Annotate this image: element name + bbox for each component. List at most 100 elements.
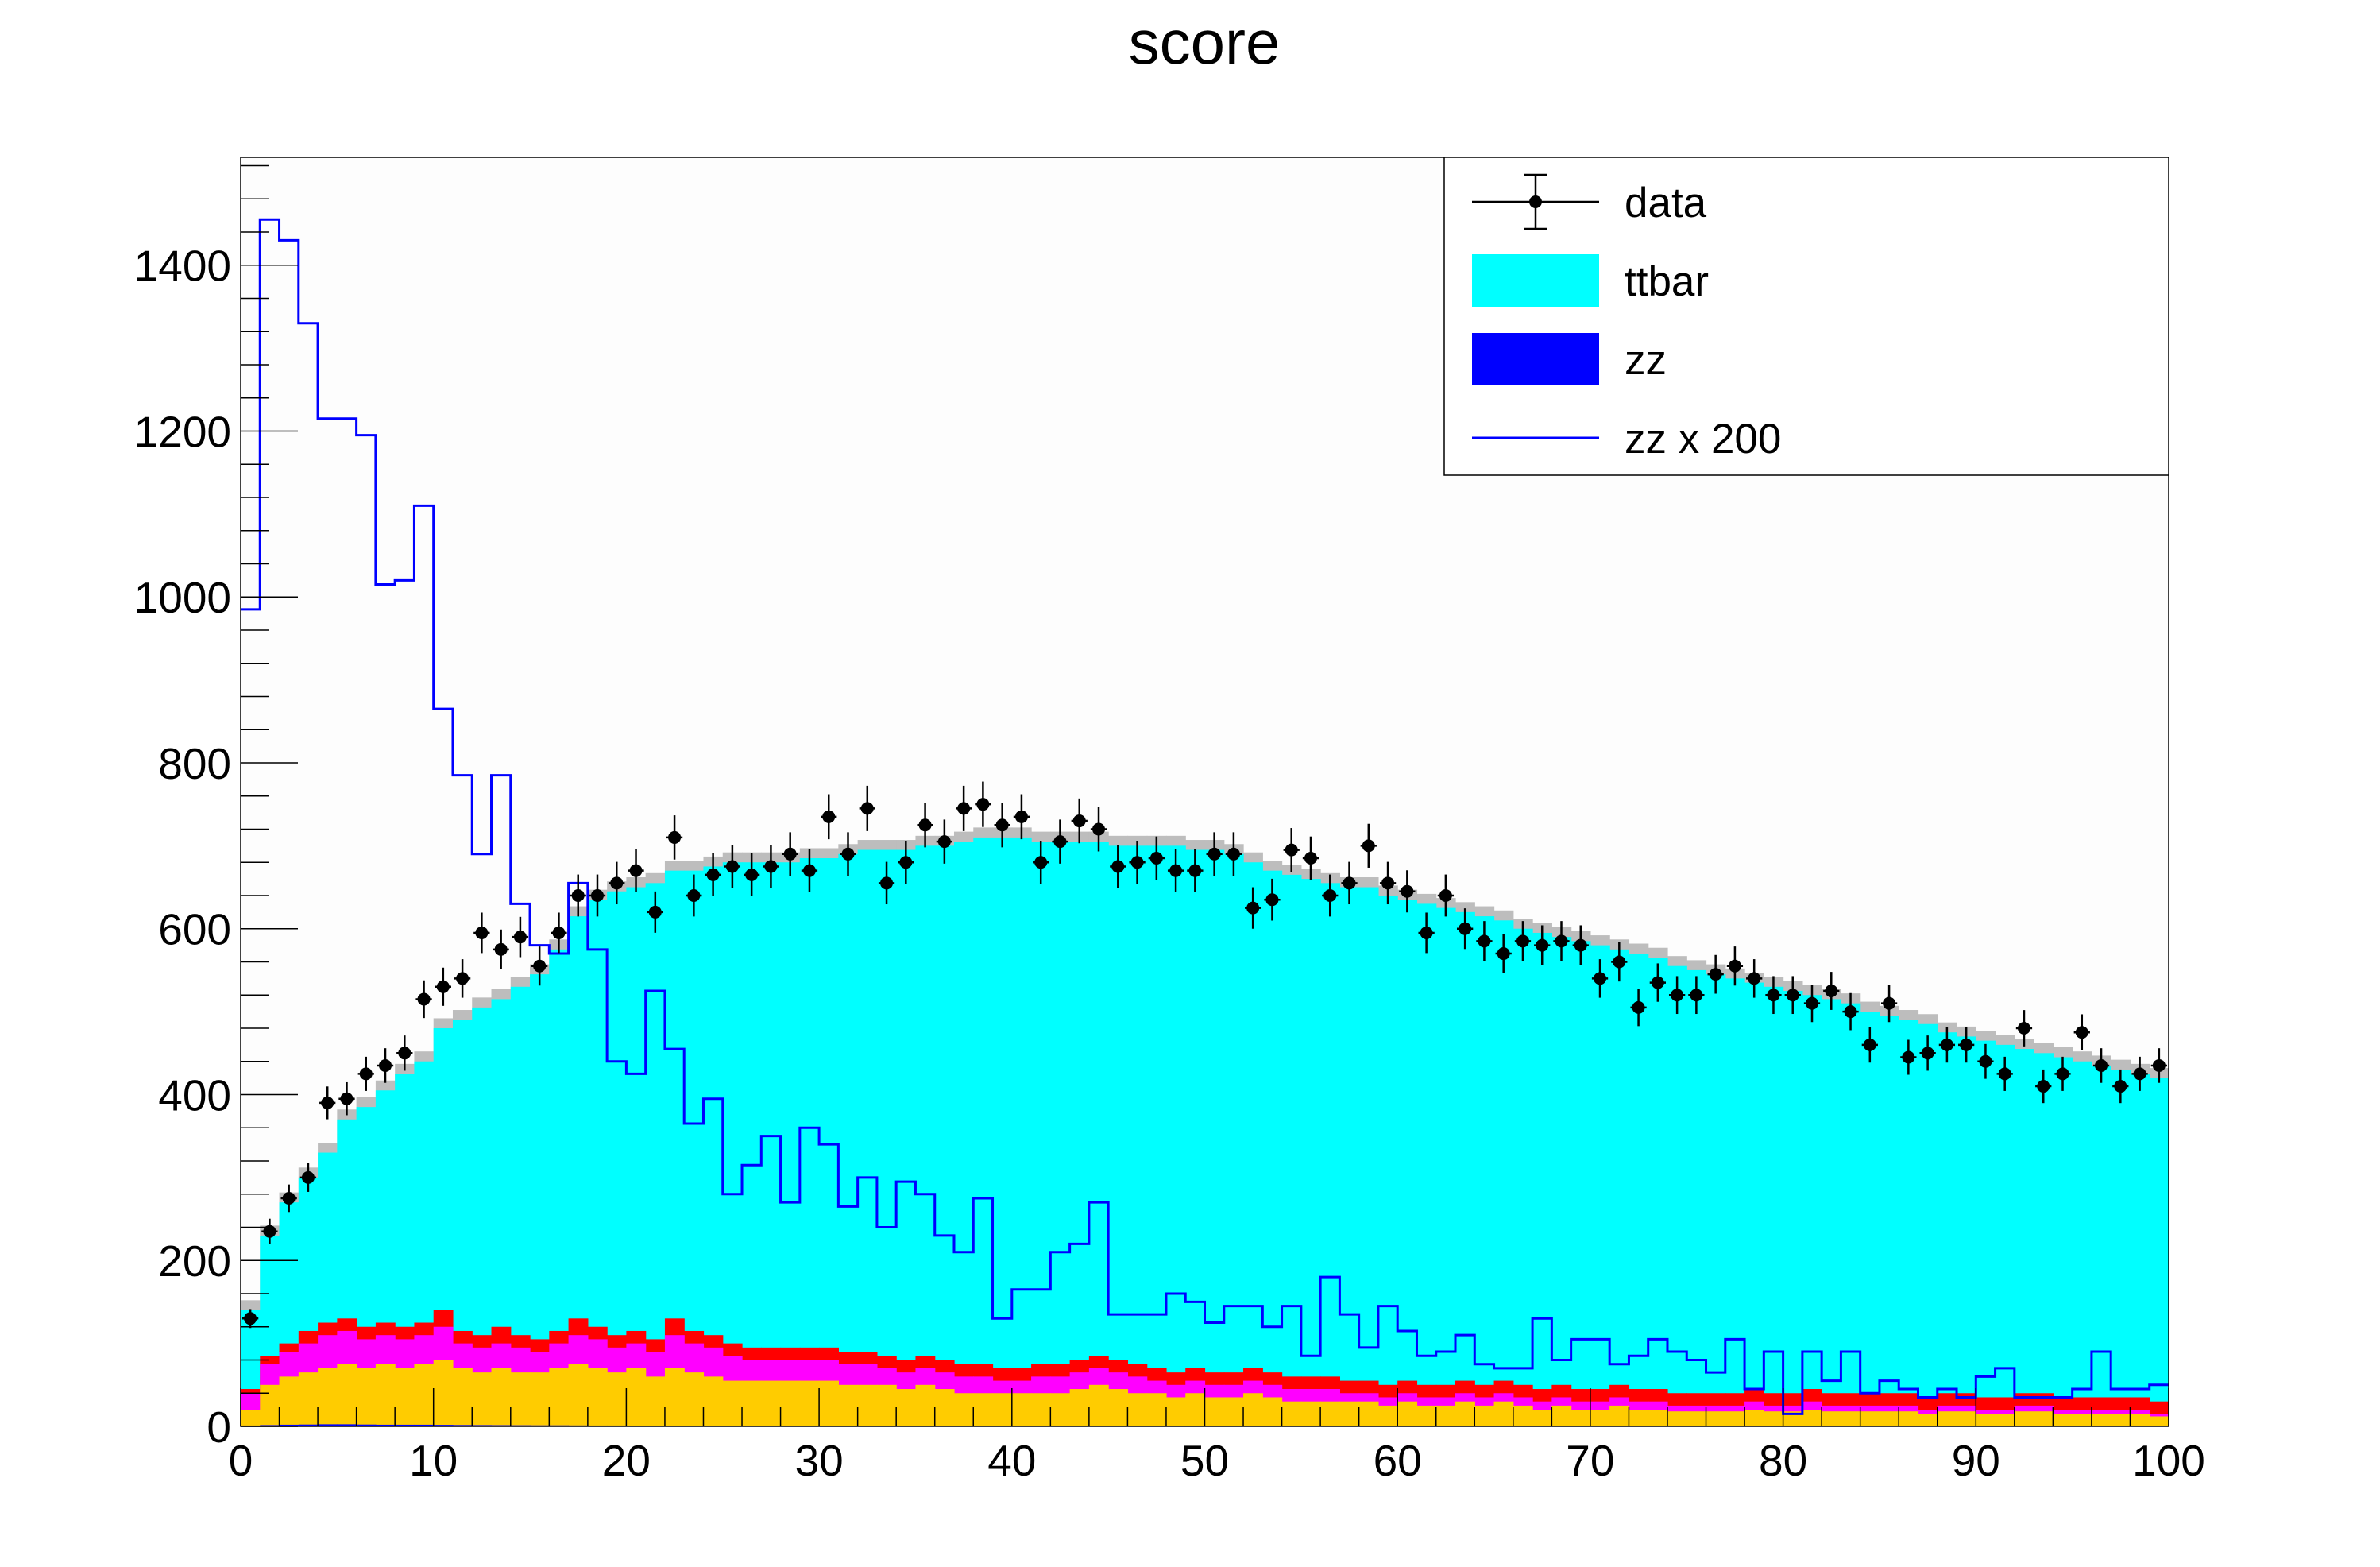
orange-bkg-bar-22 [664,1368,685,1426]
orange-bkg-bar-4 [318,1368,338,1426]
orange-bkg-bar-33 [876,1384,897,1426]
data-point-35 [917,803,933,848]
data-point-85 [1880,985,1898,1023]
ttbar-bar-73 [1648,958,1668,1426]
ttbar-bar-56 [1320,883,1340,1426]
orange-bkg-bar-84 [1860,1411,1880,1426]
data-point-73 [1649,963,1666,1002]
orange-bkg-bar-20 [626,1368,647,1426]
data-point-60 [1399,870,1416,913]
data-point-13 [493,929,509,969]
orange-bkg-bar-36 [934,1389,955,1426]
orange-bkg-bar-41 [1031,1393,1051,1426]
data-point-61 [1418,912,1435,954]
data-point-67 [1534,925,1551,965]
ttbar-bar-31 [838,853,859,1426]
orange-bkg-bar-82 [1822,1411,1842,1426]
ttbar-bar-72 [1629,954,1649,1426]
ttbar-bar-38 [973,837,994,1426]
ttbar-bar-46 [1127,845,1148,1426]
orange-bkg-bar-47 [1146,1393,1167,1426]
data-point-45 [1110,845,1126,888]
data-point-83 [1842,992,1859,1031]
data-point-11 [454,959,471,998]
ttbar-bar-86 [1899,1020,1919,1426]
orange-bkg-bar-87 [1918,1414,1938,1426]
data-point-38 [975,781,991,827]
orange-bkg-bar-16 [549,1368,570,1426]
data-point-94 [2054,1056,2071,1091]
x-tick-label-100: 100 [2132,1436,2205,1485]
orange-bkg-bar-77 [1725,1411,1745,1426]
orange-bkg-bar-15 [530,1372,550,1426]
data-point-97 [2112,1069,2129,1104]
orange-bkg-bar-75 [1686,1411,1707,1426]
x-tick-label-0: 0 [229,1436,253,1485]
orange-bkg-bar-42 [1050,1393,1071,1426]
orange-bkg-bar-94 [2053,1414,2073,1426]
orange-bkg-bar-74 [1667,1411,1687,1426]
data-point-82 [1823,972,1840,1010]
ttbar-bar-33 [876,849,897,1426]
data-point-43 [1071,798,1088,844]
x-tick-label-20: 20 [602,1436,651,1485]
x-tick-label-90: 90 [1952,1436,2000,1485]
y-tick-label-800: 800 [158,739,231,788]
data-point-27 [763,845,779,888]
ttbar-bar-34 [896,849,917,1426]
orange-bkg-bar-81 [1802,1410,1822,1426]
data-point-44 [1090,807,1107,852]
x-tick-label-50: 50 [1180,1436,1229,1485]
zz-x200-line-layer [241,218,2169,1415]
data-point-42 [1052,819,1068,864]
data-point-89 [1958,1027,1975,1063]
data-point-16 [551,912,567,954]
orange-bkg-bar-2 [279,1376,299,1426]
orange-bkg-bar-56 [1320,1401,1340,1426]
data-point-55 [1302,836,1319,880]
data-point-54 [1283,828,1300,872]
ttbar-bar-68 [1551,937,1572,1426]
orange-bkg-bar-92 [2014,1411,2034,1426]
ttbar-bar-24 [703,866,724,1426]
data-point-76 [1707,954,1724,994]
ttbar-layer [241,837,2169,1426]
ttbar-bar-89 [1957,1036,1976,1426]
data-point-36 [936,819,952,864]
ttbar-bar-69 [1571,941,1591,1426]
ttbar-bar-37 [953,842,974,1426]
orange-bkg-bar-60 [1397,1401,1418,1426]
data-point-63 [1457,908,1474,950]
data-point-51 [1225,832,1242,876]
legend-label: ttbar [1625,258,1709,305]
data-points-layer [242,781,2167,1329]
ttbar-bar-63 [1455,911,1475,1426]
ttbar-bar-21 [645,883,666,1426]
data-point-25 [724,845,741,888]
x-tick-label-80: 80 [1759,1436,1807,1485]
ttbar-bar-65 [1493,920,1514,1426]
orange-bkg-bar-31 [838,1384,859,1426]
orange-bkg-bar-53 [1262,1397,1283,1426]
ttbar-bar-47 [1146,845,1167,1426]
data-point-33 [878,861,895,905]
data-point-87 [1919,1035,1936,1071]
data-point-65 [1495,934,1512,973]
ttbar-bar-90 [1976,1040,1996,1426]
orange-bkg-bar-55 [1300,1401,1321,1426]
data-point-90 [1977,1043,1994,1079]
ttbar-bar-84 [1860,1012,1880,1426]
ttbar-bar-67 [1532,932,1552,1426]
data-point-10 [435,967,451,1006]
data-point-69 [1572,925,1589,965]
orange-bkg-bar-71 [1609,1405,1630,1426]
data-point-32 [859,785,875,831]
data-point-29 [801,849,818,892]
orange-bkg-bar-89 [1957,1411,1976,1426]
orange-bkg-bar-24 [703,1376,724,1426]
data-point-28 [782,832,798,876]
ttbar-bar-76 [1706,974,1726,1426]
orange-bkg-bar-93 [2034,1411,2054,1426]
orange-bkg-bar-51 [1223,1397,1244,1426]
ttbar-bar-35 [915,845,936,1426]
